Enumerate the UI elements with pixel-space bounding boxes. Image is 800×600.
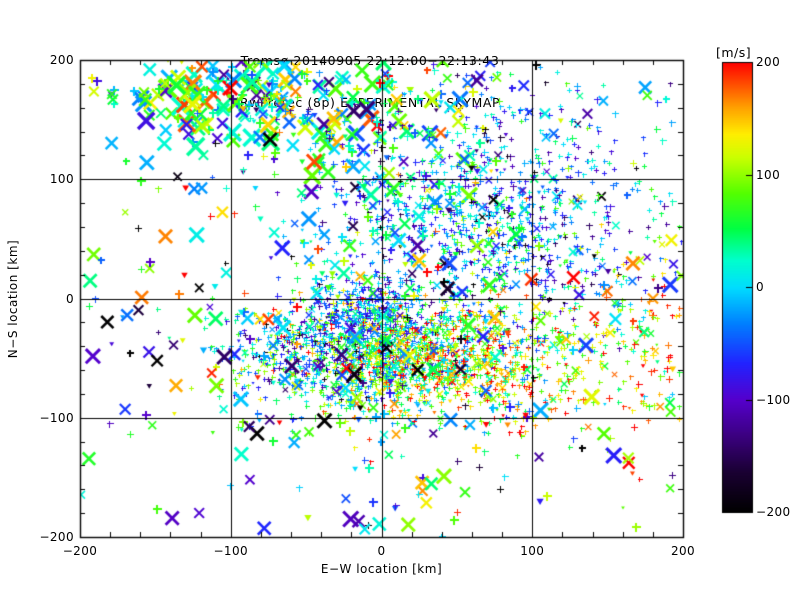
- y-tick-label: 100: [49, 172, 74, 187]
- colorbar-units-label: [m/s]: [716, 45, 752, 60]
- y-tick-label: −200: [39, 530, 74, 544]
- y-axis-title: N−S location [km]: [6, 181, 34, 358]
- x-tick-label: 100: [520, 544, 545, 558]
- y-tick-label: 200: [49, 53, 74, 67]
- x-axis-title: E−W location [km]: [320, 562, 443, 576]
- colorbar-tick-label: 200: [756, 55, 781, 69]
- colorbar-tick-label: 100: [756, 167, 781, 182]
- x-tick-label: 200: [670, 544, 696, 558]
- x-tick-label: −200: [62, 544, 98, 558]
- y-axis-title-text: N−S location [km]: [6, 239, 20, 359]
- colorbar-tick-label: −100: [756, 392, 791, 407]
- y-tick-label: −100: [39, 410, 74, 425]
- x-tick-label: −100: [213, 544, 249, 558]
- colorbar-tick-label: −200: [756, 505, 791, 519]
- y-tick-label: 0: [65, 291, 74, 306]
- x-tick-label: 0: [377, 544, 386, 558]
- colorbar-tick-label: 0: [756, 280, 765, 294]
